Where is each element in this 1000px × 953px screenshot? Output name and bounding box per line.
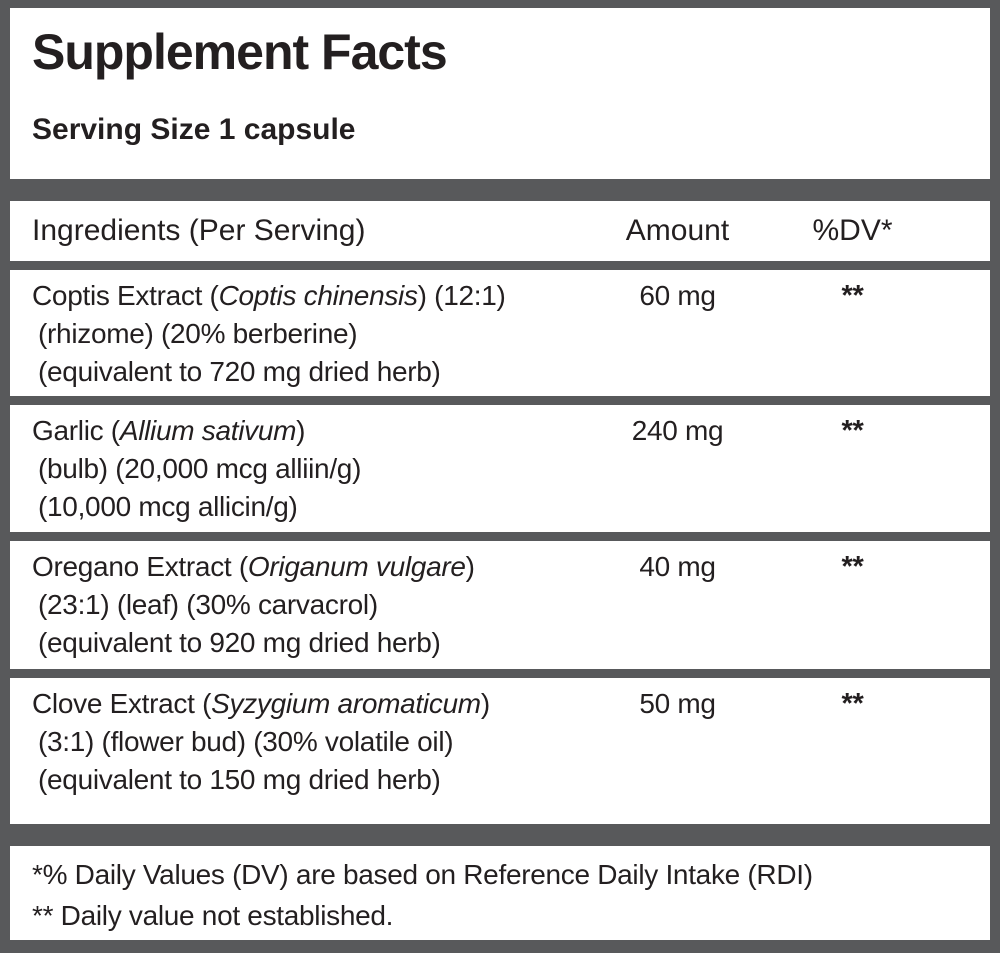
ingredient-name: Clove Extract (Syzygium aromaticum) (3:1… [32,685,585,799]
ingredient-row-oregano: Oregano Extract (Origanum vulgare) (23:1… [10,541,990,669]
section-divider [10,824,990,846]
amount-value: 50 mg [639,688,716,719]
page-title: Supplement Facts [32,24,448,80]
ingredient-detail: (equivalent to 150 mg dried herb) [38,764,441,795]
ingredient-title-line: Clove Extract (Syzygium aromaticum) [32,688,490,719]
amount-value: 40 mg [639,551,716,582]
row-divider [10,396,990,405]
footnote-not-established: ** Daily value not established. [32,900,394,931]
dv-value: ** [841,688,864,720]
ingredient-detail: (23:1) (leaf) (30% carvacrol) [38,589,378,620]
serving-size: Serving Size 1 capsule [32,112,356,146]
ingredient-row-clove: Clove Extract (Syzygium aromaticum) (3:1… [10,678,990,824]
ingredient-name: Coptis Extract (Coptis chinensis) (12:1)… [32,277,585,391]
footnote-dv-basis: *% Daily Values (DV) are based on Refere… [32,859,813,890]
amount-value: 240 mg [631,415,724,446]
section-divider [10,179,990,201]
botanical-name: Allium sativum [119,415,297,446]
dv-value: ** [841,415,864,447]
ingredient-row-coptis: Coptis Extract (Coptis chinensis) (12:1)… [10,270,990,396]
ingredient-title-line: Oregano Extract (Origanum vulgare) [32,551,475,582]
ingredient-detail: (10,000 mcg allicin/g) [38,491,298,522]
ingredient-row-garlic: Garlic (Allium sativum) (bulb) (20,000 m… [10,405,990,532]
ingredient-title-line: Garlic (Allium sativum) [32,415,306,446]
botanical-name: Syzygium aromaticum [211,688,481,719]
dv-value: ** [841,280,864,312]
botanical-name: Coptis chinensis [218,280,418,311]
dv-value: ** [841,551,864,583]
col-header-ingredients: Ingredients (Per Serving) [32,214,366,247]
column-header-row: Ingredients (Per Serving) Amount %DV* [10,201,990,261]
row-divider [10,532,990,541]
row-divider [10,669,990,678]
ingredient-detail: (equivalent to 920 mg dried herb) [38,627,441,658]
footnotes-section: *% Daily Values (DV) are based on Refere… [10,846,990,940]
ingredient-name: Oregano Extract (Origanum vulgare) (23:1… [32,548,585,662]
ingredient-name: Garlic (Allium sativum) (bulb) (20,000 m… [32,412,585,526]
botanical-name: Origanum vulgare [247,551,466,582]
row-divider [10,261,990,270]
ingredient-detail: (bulb) (20,000 mcg alliin/g) [38,453,362,484]
ingredient-detail: (rhizome) (20% berberine) [38,318,358,349]
col-header-amount: Amount [625,214,730,247]
ingredient-detail: (equivalent to 720 mg dried herb) [38,356,441,387]
col-header-dv: %DV* [812,214,893,247]
ingredient-detail: (3:1) (flower bud) (30% volatile oil) [38,726,454,757]
title-section: Supplement Facts Serving Size 1 capsule [10,8,990,179]
ingredient-title-line: Coptis Extract (Coptis chinensis) (12:1) [32,280,506,311]
amount-value: 60 mg [639,280,716,311]
